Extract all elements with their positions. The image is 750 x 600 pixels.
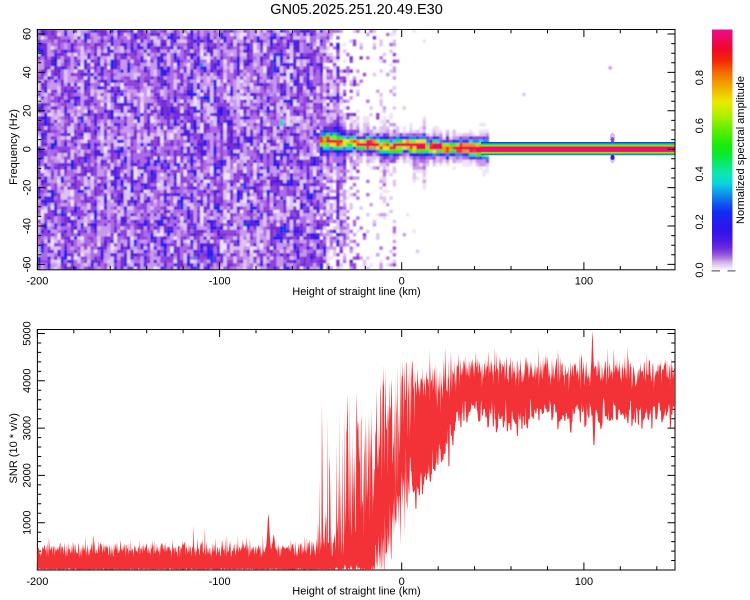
svg-text:20: 20 [21, 105, 33, 117]
svg-text:0: 0 [399, 276, 405, 288]
svg-text:-20: -20 [21, 180, 33, 196]
svg-text:100: 100 [575, 276, 593, 288]
svg-text:Height of straight line (km): Height of straight line (km) [292, 286, 420, 298]
svg-text:SNR (10 * v/v): SNR (10 * v/v) [8, 413, 20, 483]
svg-text:3000: 3000 [21, 416, 33, 440]
svg-text:-100: -100 [209, 276, 231, 288]
svg-text:0: 0 [399, 576, 405, 588]
svg-text:-60: -60 [21, 256, 33, 272]
svg-text:-200: -200 [26, 276, 48, 288]
svg-text:-200: -200 [26, 576, 48, 588]
svg-text:60: 60 [21, 28, 33, 40]
svg-text:100: 100 [575, 576, 593, 588]
svg-text:0.2: 0.2 [694, 214, 706, 229]
svg-text:0.8: 0.8 [694, 70, 706, 85]
svg-text:5000: 5000 [21, 321, 33, 345]
svg-text:Frequency (Hz): Frequency (Hz) [8, 109, 20, 185]
svg-text:0: 0 [21, 146, 33, 152]
svg-text:1000: 1000 [21, 510, 33, 534]
svg-text:-40: -40 [21, 218, 33, 234]
svg-text:2000: 2000 [21, 463, 33, 487]
svg-text:0.0: 0.0 [694, 262, 706, 277]
svg-text:0.6: 0.6 [694, 118, 706, 133]
svg-text:Normalized spectral amplitude: Normalized spectral amplitude [735, 76, 747, 224]
svg-text:0.4: 0.4 [694, 166, 706, 181]
svg-text:GN05.2025.251.20.49.E30: GN05.2025.251.20.49.E30 [270, 2, 443, 18]
svg-text:Height of straight line (km): Height of straight line (km) [292, 586, 420, 598]
svg-text:4000: 4000 [21, 369, 33, 393]
svg-text:-100: -100 [209, 576, 231, 588]
svg-text:40: 40 [21, 66, 33, 78]
